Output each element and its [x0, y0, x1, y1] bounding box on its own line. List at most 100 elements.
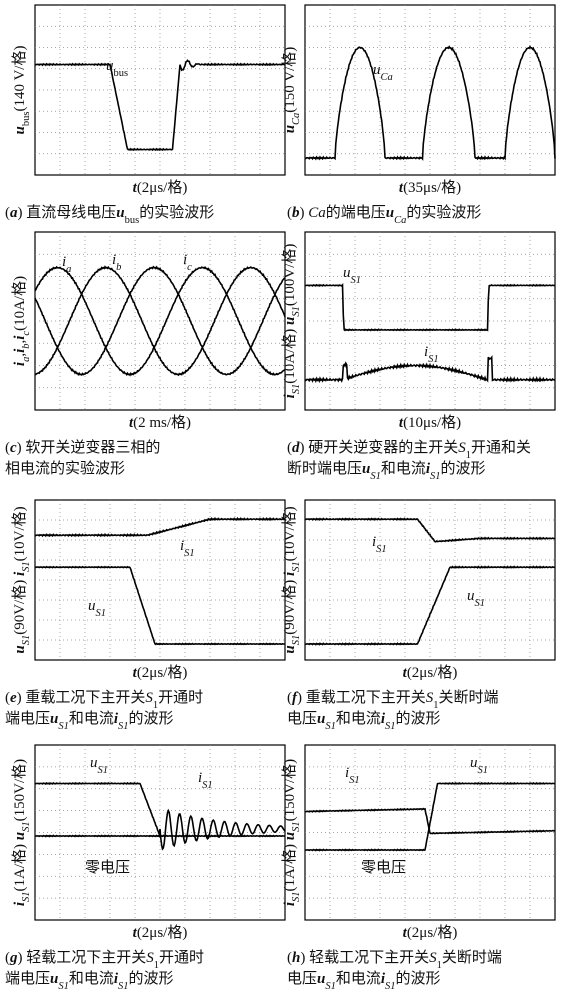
text-run: S1: [21, 821, 32, 832]
text-run: (150 V/格): [281, 47, 298, 113]
text-run: S1: [21, 561, 32, 572]
text-run: 电压: [287, 710, 317, 727]
text-run: u: [88, 598, 96, 614]
text-run: (1A/格): [11, 840, 28, 891]
text-run: 端电压: [5, 970, 50, 987]
text-run: S1: [351, 275, 362, 286]
text-run: S1: [118, 981, 129, 992]
text-run: S1: [325, 721, 336, 732]
caption-line: (b) Ca的端电压uCa的实验波形: [287, 204, 481, 226]
text-run: (2μs/格): [137, 924, 188, 941]
text-run: 的实验波形: [139, 204, 214, 221]
waveform-annotation: 零电压: [361, 859, 406, 876]
x-axis-label: t(2μs/格): [133, 924, 188, 941]
text-run: (150V/格): [281, 759, 298, 822]
text-run: u: [50, 971, 58, 987]
text-run: ) 重载工况下主开关: [297, 689, 426, 706]
text-run: u: [317, 971, 325, 987]
x-axis-label: t(2μs/格): [403, 664, 458, 681]
text-run: c: [187, 262, 192, 273]
text-run: Ca: [291, 113, 302, 125]
text-run: 关断时端: [439, 689, 499, 706]
text-run: ) 轻载工况下主开关: [300, 949, 429, 966]
text-run: u: [12, 832, 28, 840]
caption-line: (d) 硬开关逆变器的主开关S1开通和关: [287, 439, 531, 461]
text-run: (150V/格): [11, 759, 28, 822]
text-run: S1: [21, 635, 32, 646]
text-run: S1: [385, 981, 396, 992]
text-run: 零电压: [85, 859, 130, 876]
caption-line: 电压uS1和电流iS1的波形: [287, 710, 441, 732]
caption-line: (a) 直流母线电压ubus的实验波形: [5, 204, 214, 226]
text-run: bus: [125, 215, 140, 226]
text-run: (35μs/格): [403, 179, 461, 196]
text-run: u: [317, 711, 325, 727]
text-run: 零电压: [361, 859, 406, 876]
caption-line: (h) 轻载工况下主开关S1关断时端: [287, 949, 502, 971]
text-run: 的波形: [441, 460, 486, 477]
x-axis-label: t(10μs/格): [399, 414, 461, 431]
text-run: u: [282, 832, 298, 840]
x-axis-label: t(35μs/格): [399, 179, 461, 196]
x-axis-label: t(2μs/格): [133, 664, 188, 681]
text-run: S1: [430, 471, 441, 482]
text-run: bus: [21, 112, 32, 127]
text-run: (2μs/格): [407, 924, 458, 941]
text-run: ) 硬开关逆变器的主开关: [300, 439, 459, 456]
text-run: 和电流: [336, 970, 381, 987]
text-run: S1: [478, 765, 489, 776]
text-run: 和电流: [69, 710, 114, 727]
text-run: S1: [21, 891, 32, 902]
text-run: (10A/格): [281, 325, 298, 384]
text-run: S1: [291, 821, 302, 832]
caption-line: (f) 重载工况下主开关S1关断时端: [287, 689, 499, 711]
text-run: ) 重载工况下主开关: [17, 689, 146, 706]
text-run: u: [50, 711, 58, 727]
text-run: S1: [291, 306, 302, 317]
x-axis-label: t(2 ms/格): [129, 414, 191, 431]
text-run: h: [292, 950, 300, 966]
text-run: S1: [118, 721, 129, 732]
text-run: u: [12, 126, 28, 134]
text-run: S1: [428, 354, 439, 365]
text-run: 端电压: [5, 710, 50, 727]
text-run: S1: [96, 608, 107, 619]
x-axis-label: t(2μs/格): [403, 924, 458, 941]
y-axis-label: ia,ib,ic(10A/格): [11, 276, 31, 366]
text-run: S1: [202, 780, 213, 791]
text-run: (10V/格): [281, 506, 298, 561]
text-run: bus: [114, 68, 129, 79]
text-run: u: [12, 645, 28, 653]
text-run: 的波形: [129, 970, 174, 987]
text-run: S1: [98, 765, 109, 776]
text-run: (2μs/格): [137, 664, 188, 681]
text-run: ) 轻载工况下主开关: [18, 949, 147, 966]
text-run: S1: [325, 981, 336, 992]
text-run: u: [470, 755, 478, 771]
caption-line: 电压uS1和电流iS1的波形: [287, 970, 441, 992]
text-run: S1: [58, 721, 69, 732]
text-run: Ca: [381, 72, 393, 83]
text-run: S1: [349, 775, 360, 786]
text-run: 电压: [287, 970, 317, 987]
waveform-annotation: 零电压: [85, 859, 130, 876]
text-run: 的波形: [396, 710, 441, 727]
text-run: S1: [385, 721, 396, 732]
text-run: (100V/格): [281, 244, 298, 307]
text-run: 相电流的实验波形: [5, 460, 125, 477]
text-run: Ca: [308, 205, 326, 221]
caption-line: 相电流的实验波形: [5, 460, 125, 477]
text-run: 的波形: [396, 970, 441, 987]
text-run: 关断时端: [442, 949, 502, 966]
text-run: S1: [376, 544, 387, 555]
text-run: (2 ms/格): [133, 414, 191, 431]
y-axis-label: iS1(1A/格) uS1(150V/格): [281, 759, 301, 906]
text-run: 的端电压: [326, 204, 386, 221]
text-run: 开通时: [158, 689, 203, 706]
text-run: 和电流: [69, 970, 114, 987]
text-run: (10A/格): [11, 276, 28, 331]
text-run: 的波形: [129, 710, 174, 727]
y-axis-label: iS1(1A/格) uS1(150V/格): [11, 759, 31, 906]
y-axis-label: uS1(90V/格) iS1(10V/格): [11, 506, 31, 653]
x-axis-label: t(2μs/格): [133, 179, 188, 196]
